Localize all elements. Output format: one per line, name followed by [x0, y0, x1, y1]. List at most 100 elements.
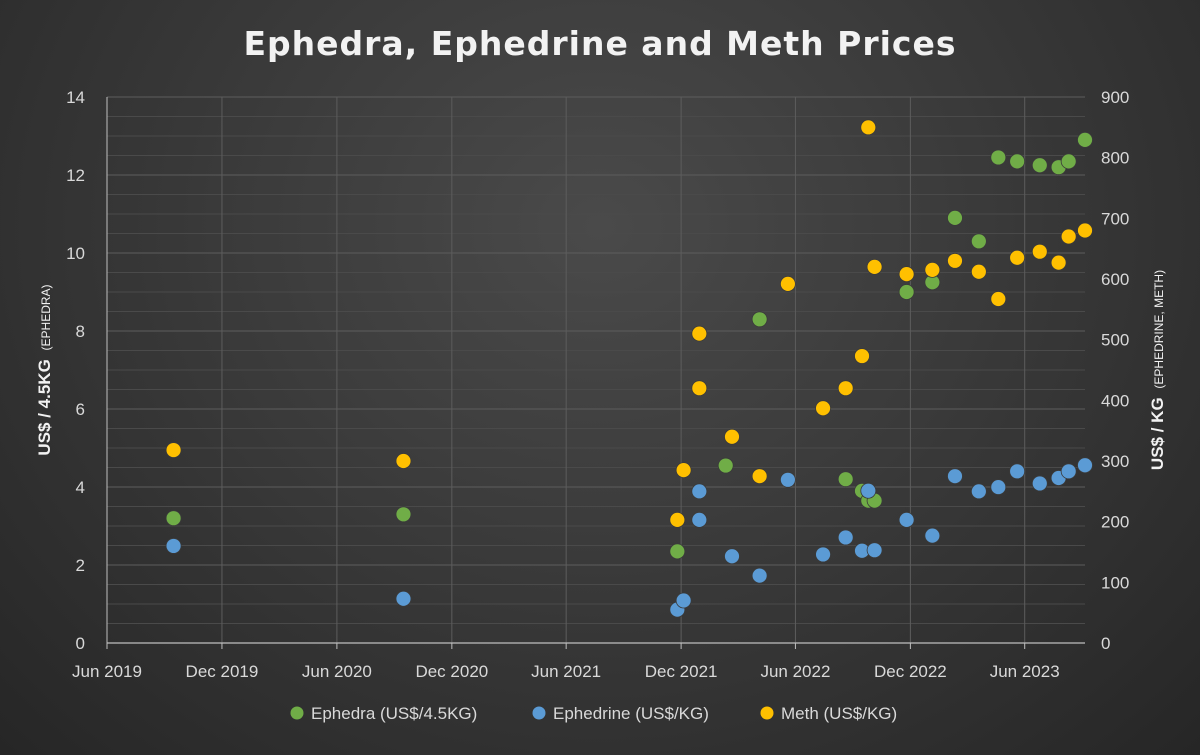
meth-point — [1009, 249, 1026, 266]
y-left-tick-label: 14 — [66, 88, 85, 107]
y-axis-right-title: US$ / KG (EPHEDRINE, METH) — [1148, 270, 1167, 470]
meth-point — [970, 263, 987, 280]
meth-point — [947, 252, 963, 269]
y-left-tick-label: 4 — [76, 478, 85, 497]
ephedrine-point — [779, 471, 796, 488]
ephedrine-point — [947, 468, 963, 485]
meth-point — [691, 325, 708, 342]
ephedra-point — [165, 510, 182, 527]
meth-point — [1050, 254, 1067, 271]
ephedrine-point — [691, 483, 708, 500]
ephedra-point — [1060, 153, 1077, 170]
meth-legend-label: Meth (US$/KG) — [781, 704, 897, 723]
y-left-tick-label: 2 — [76, 556, 85, 575]
legend: Ephedra (US$/4.5KG) Ephedrine (US$/KG) Met… — [290, 704, 897, 723]
ephedrine-point — [990, 479, 1007, 495]
ephedrine-point — [815, 546, 831, 563]
y-axis-left-title: US$ / 4.5KG (EPHEDRA) — [35, 284, 54, 455]
meth-point — [779, 275, 796, 292]
ephedrine-point — [165, 538, 182, 554]
y-left-tick-label: 0 — [76, 634, 85, 653]
y-right-tick-label: 600 — [1101, 270, 1129, 289]
ephedra-point — [1077, 131, 1093, 148]
y-axis-left-title-main: US$ / 4.5KG — [35, 359, 54, 455]
x-tick-label: Dec 2021 — [645, 662, 718, 681]
meth-legend-marker — [760, 706, 774, 720]
ephedra-point — [898, 284, 915, 300]
x-tick-label: Jun 2020 — [302, 662, 372, 681]
meth-point — [898, 266, 915, 283]
y-right-tick-label: 800 — [1101, 149, 1129, 168]
y-left-tick-label: 8 — [76, 322, 85, 341]
ephedrine-legend-label: Ephedrine (US$/KG) — [553, 704, 709, 723]
data-points — [165, 119, 1093, 618]
ephedrine-point — [395, 590, 412, 607]
y-right-tick-label: 500 — [1101, 331, 1129, 350]
y-right-tick-label: 0 — [1101, 634, 1110, 653]
ephedra-point — [717, 457, 734, 474]
x-tick-label: Jun 2023 — [990, 662, 1060, 681]
x-tick-label: Jun 2022 — [760, 662, 830, 681]
ephedrine-point — [924, 527, 941, 544]
meth-point — [1031, 243, 1048, 260]
ephedrine-point — [837, 529, 854, 546]
ephedra-point — [1009, 153, 1026, 170]
y-right-tick-label: 100 — [1101, 573, 1129, 592]
ephedra-point — [970, 233, 987, 250]
ephedrine-point — [1060, 463, 1077, 480]
chart-title: Ephedra, Ephedrine and Meth Prices — [243, 24, 956, 63]
meth-point — [1060, 228, 1077, 245]
x-tick-label: Dec 2020 — [415, 662, 488, 681]
x-tick-label: Jun 2021 — [531, 662, 601, 681]
y-right-tick-label: 400 — [1101, 391, 1129, 410]
x-tick-label: Jun 2019 — [72, 662, 142, 681]
meth-point — [866, 258, 883, 275]
ephedrine-point — [866, 542, 883, 559]
y-right-tick-label: 300 — [1101, 452, 1129, 471]
meth-point — [691, 380, 708, 397]
ephedra-point — [751, 311, 768, 328]
meth-point — [395, 453, 412, 469]
ephedra-point — [1031, 157, 1048, 174]
ephedrine-point — [1009, 463, 1026, 480]
y-left-tick-label: 12 — [66, 166, 85, 185]
meth-point — [165, 442, 182, 458]
ephedrine-point — [724, 548, 740, 565]
ephedra-point — [669, 543, 686, 560]
meth-point — [751, 468, 768, 485]
ephedrine-point — [1031, 475, 1048, 492]
axes: 0 2 4 6 8 10 12 14 0 100 200 300 400 500 600 700 800 900 J… — [66, 88, 1129, 681]
gridlines — [107, 96, 1085, 644]
y-axis-right-title-main: US$ / KG — [1148, 397, 1167, 470]
meth-point — [1077, 222, 1093, 239]
y-left-tick-label: 10 — [66, 244, 85, 263]
ephedrine-point — [860, 482, 877, 499]
ephedra-legend-label: Ephedra (US$/4.5KG) — [311, 704, 477, 723]
meth-point — [924, 261, 941, 278]
ephedra-point — [837, 471, 854, 488]
meth-point — [854, 348, 870, 364]
y-right-tick-label: 700 — [1101, 209, 1129, 228]
ephedrine-point — [898, 511, 915, 528]
meth-point — [669, 511, 686, 528]
ephedra-point — [947, 209, 963, 226]
meth-point — [815, 400, 831, 417]
meth-point — [860, 119, 877, 136]
x-tick-label: Dec 2022 — [874, 662, 947, 681]
meth-point — [837, 380, 854, 397]
ephedrine-point — [675, 592, 692, 609]
meth-point — [724, 428, 740, 445]
ephedra-point — [395, 506, 412, 523]
meth-point — [675, 462, 692, 479]
ephedrine-point — [970, 483, 987, 500]
ephedra-legend-marker — [290, 706, 304, 720]
ephedrine-legend-marker — [532, 706, 546, 720]
y-axis-left-title-sub: (EPHEDRA) — [39, 284, 53, 350]
y-left-tick-label: 6 — [76, 400, 85, 419]
x-tick-label: Dec 2019 — [186, 662, 259, 681]
ephedrine-point — [751, 567, 768, 584]
ephedrine-point — [1077, 457, 1093, 474]
y-right-tick-label: 900 — [1101, 88, 1129, 107]
